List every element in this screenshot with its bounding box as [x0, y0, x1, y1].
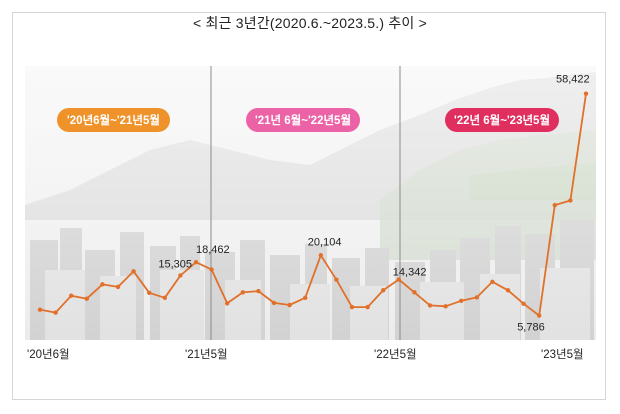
background-photo [25, 66, 596, 340]
data-point [147, 290, 152, 295]
data-point [412, 290, 417, 295]
data-point [427, 303, 433, 308]
data-point [287, 302, 292, 308]
data-point [505, 288, 511, 293]
data-point [303, 295, 308, 301]
data-point [381, 288, 386, 293]
data-point [365, 304, 370, 310]
data-point [334, 277, 339, 282]
data-point [256, 288, 261, 294]
data-point [318, 253, 323, 258]
data-point [84, 296, 90, 301]
period-badge-2: '21년 6월~'22년5월 [246, 108, 360, 132]
data-point [537, 313, 542, 318]
data-label: 5,786 [517, 322, 545, 334]
data-label: 14,342 [393, 267, 427, 279]
data-point [568, 198, 573, 203]
data-point [349, 304, 355, 310]
data-label: 15,305 [158, 258, 192, 270]
data-point [225, 301, 230, 306]
data-point [37, 307, 43, 312]
data-point [131, 269, 136, 274]
data-point [162, 295, 167, 301]
x-tick-label: '23년5월 [541, 348, 584, 361]
chart-title: < 최근 3년간(2020.6.~2023.5.) 추이 > [193, 15, 427, 31]
data-point [490, 279, 495, 285]
x-tick-label: '20년6월 [27, 348, 70, 361]
data-label: 20,104 [308, 236, 342, 248]
data-point [583, 91, 589, 96]
data-point [396, 277, 401, 282]
data-point [69, 293, 74, 298]
period-badge-2-label: '21년 6월~'22년5월 [255, 113, 351, 127]
period-badge-3-label: '22년 6월~'23년5월 [454, 113, 550, 127]
period-badge-1: '20년6월~'21년5월 [57, 108, 170, 132]
data-point [459, 298, 464, 303]
data-point [521, 301, 526, 306]
data-point [271, 300, 277, 306]
data-point [178, 273, 183, 278]
data-label: 18,462 [196, 244, 230, 256]
data-point [240, 290, 245, 295]
data-point [209, 267, 214, 272]
data-point [193, 259, 199, 265]
data-point [53, 310, 58, 315]
x-tick-label: '22년5월 [374, 348, 417, 361]
data-point [443, 304, 448, 309]
data-labels: 15,305 18,462 20,104 14,342 5,786 58,422 [158, 74, 589, 334]
period-badge-3: '22년 6월~'23년5월 [445, 108, 559, 132]
period-badge-1-label: '20년6월~'21년5월 [67, 113, 160, 127]
data-label: 58,422 [556, 74, 590, 86]
data-point [552, 202, 557, 208]
data-point [115, 284, 121, 290]
data-point [474, 295, 479, 300]
data-point [100, 282, 105, 287]
x-tick-label: '21년5월 [185, 348, 228, 361]
series-line [39, 93, 587, 317]
series-layer [37, 91, 589, 318]
